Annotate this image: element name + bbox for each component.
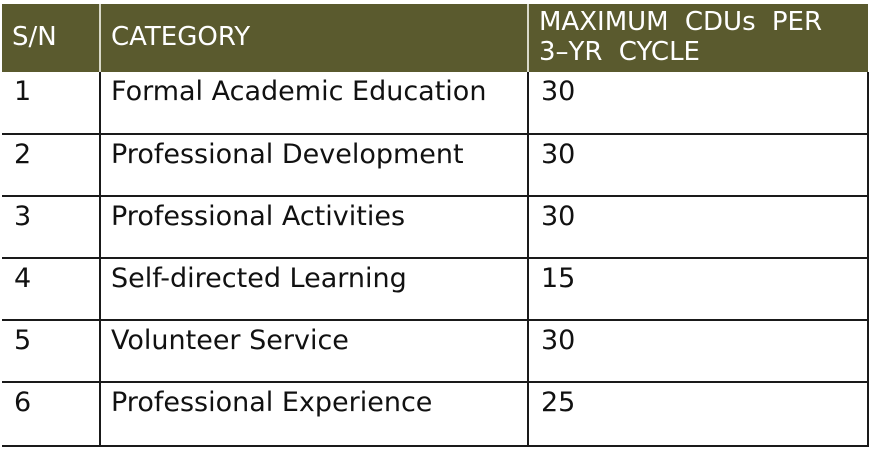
table-row: 6 Professional Experience 25 — [2, 382, 869, 447]
header-category: CATEGORY — [99, 4, 528, 72]
cell-category: Professional Activities — [99, 196, 528, 259]
table-row: 1 Formal Academic Education 30 — [2, 72, 869, 135]
cell-max-cdus: 30 — [527, 196, 869, 259]
table-header-row: S/N CATEGORY MAXIMUM CDUs PER 3–YR CYCLE — [2, 4, 868, 72]
table-row: 5 Volunteer Service 30 — [2, 320, 869, 383]
cell-max-cdus: 30 — [527, 72, 869, 135]
cell-sn: 4 — [2, 258, 100, 321]
header-sn: S/N — [2, 4, 100, 72]
cdu-category-table: S/N CATEGORY MAXIMUM CDUs PER 3–YR CYCLE … — [2, 4, 869, 447]
cell-category: Volunteer Service — [99, 320, 528, 383]
header-maximum-line1: MAXIMUM CDUs PER — [539, 7, 823, 37]
cell-category: Professional Development — [99, 134, 528, 197]
cell-category: Self-directed Learning — [99, 258, 528, 321]
cell-max-cdus: 30 — [527, 134, 869, 197]
table-row: 2 Professional Development 30 — [2, 134, 869, 197]
cell-sn: 3 — [2, 196, 100, 259]
cell-category: Formal Academic Education — [99, 72, 528, 135]
cell-max-cdus: 25 — [527, 382, 869, 447]
cell-sn: 5 — [2, 320, 100, 383]
cell-max-cdus: 15 — [527, 258, 869, 321]
cell-max-cdus: 30 — [527, 320, 869, 383]
cell-category: Professional Experience — [99, 382, 528, 447]
table-row: 4 Self-directed Learning 15 — [2, 258, 869, 321]
header-maximum-line2: 3–YR CYCLE — [539, 37, 700, 67]
header-maximum-cdus: MAXIMUM CDUs PER 3–YR CYCLE — [527, 4, 868, 72]
cell-sn: 2 — [2, 134, 100, 197]
cell-sn: 1 — [2, 72, 100, 135]
table-row: 3 Professional Activities 30 — [2, 196, 869, 259]
cell-sn: 6 — [2, 382, 100, 447]
